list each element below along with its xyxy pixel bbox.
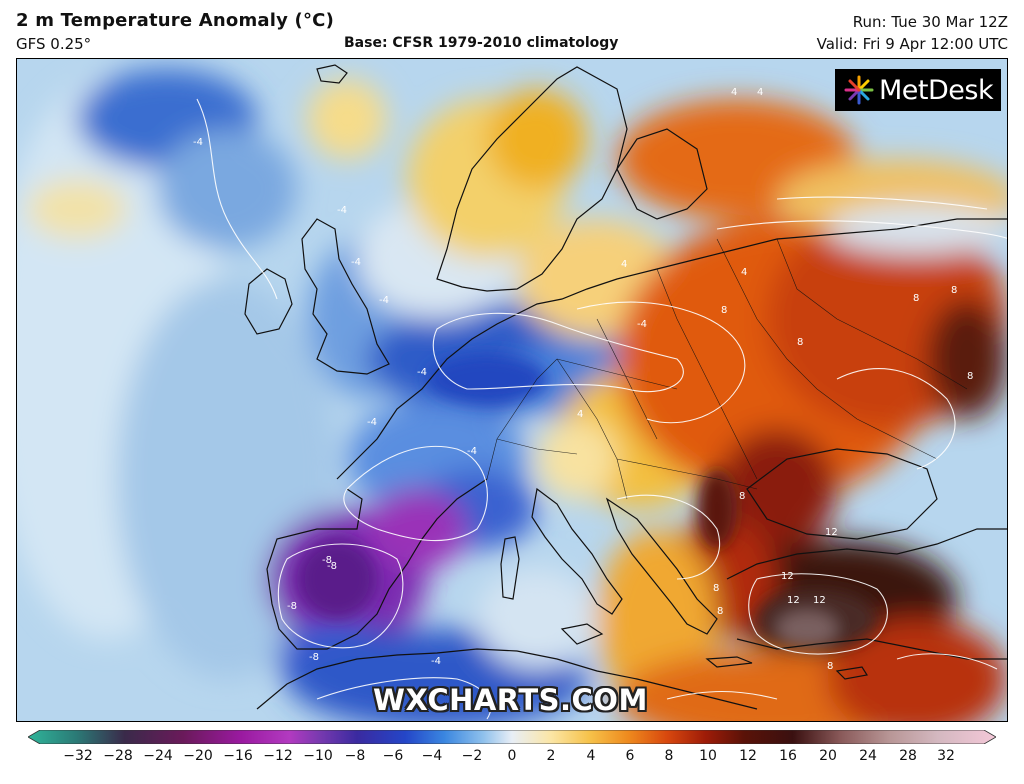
contour-label: -8 (309, 652, 319, 663)
colorbar-tick: −4 (421, 748, 443, 764)
contour-label: -8 (322, 555, 332, 566)
contour-label: -4 (193, 137, 203, 148)
contour-label: 8 (797, 337, 803, 348)
contour-label: 8 (717, 606, 723, 617)
contour-label: -4 (351, 257, 361, 268)
contour-label: -4 (637, 319, 647, 330)
metdesk-logo-text: MetDesk (879, 74, 994, 106)
contour-label: -8 (327, 561, 337, 572)
colorbar-tick: 8 (664, 748, 674, 764)
contour-lines (196, 98, 1007, 720)
colorbar-tick: 2 (546, 748, 556, 764)
colorbar-tick: −12 (263, 748, 293, 764)
contour-label: 12 (825, 527, 838, 538)
contour-label: 8 (913, 293, 919, 304)
valid-time-label: Valid: Fri 9 Apr 12:00 UTC (816, 35, 1008, 53)
contour-label: 4 (741, 267, 747, 278)
colorbar-tick: −32 (63, 748, 93, 764)
contour-label: 8 (967, 371, 973, 382)
contour-label: -4 (379, 295, 389, 306)
colorbar-tick: −28 (103, 748, 133, 764)
colorbar-tick: 4 (586, 748, 596, 764)
contour-label: 4 (731, 87, 737, 98)
colorbar-tick: −8 (344, 748, 366, 764)
colorbar-tick: 20 (819, 748, 837, 764)
chart-title: 2 m Temperature Anomaly (°C) (16, 10, 334, 31)
contour-label: -4 (337, 205, 347, 216)
metdesk-logo-icon (844, 75, 874, 105)
contour-label: -4 (417, 367, 427, 378)
contour-label: -4 (367, 417, 377, 428)
anomaly-field: -4 -4 -4 -4 -4 -4 -4 -8 -8 -8 -8 -4 -4 4… (17, 59, 1007, 721)
colorbar-tick: 16 (779, 748, 797, 764)
contour-label: 8 (827, 661, 833, 672)
chart-header: 2 m Temperature Anomaly (°C) GFS 0.25° B… (0, 0, 1024, 58)
colorbar-tick: −6 (382, 748, 404, 764)
contour-label: 4 (621, 259, 627, 270)
wxcharts-watermark: WXCHARTS.COM (373, 683, 648, 717)
contour-label: -4 (431, 656, 441, 667)
contour-label: 12 (787, 595, 800, 606)
contour-label: -8 (287, 601, 297, 612)
colorbar-tick: 12 (739, 748, 757, 764)
colorbar-tick: −16 (223, 748, 253, 764)
colorbar-tick: 32 (937, 748, 955, 764)
contour-label: 8 (721, 305, 727, 316)
colorbar-ticks: −32 −28 −24 −20 −16 −12 −10 −8 −6 −4 −2 … (0, 748, 1024, 772)
colorbar-tick: 10 (699, 748, 717, 764)
anomaly-map[interactable]: -4 -4 -4 -4 -4 -4 -4 -8 -8 -8 -8 -4 -4 4… (16, 58, 1008, 722)
colorbar-tick: −2 (461, 748, 483, 764)
climatology-base-label: Base: CFSR 1979-2010 climatology (344, 35, 619, 51)
contour-label: 8 (951, 285, 957, 296)
colorbar-tick: −20 (183, 748, 213, 764)
contour-label: 4 (577, 409, 583, 420)
contour-label-group: -4 -4 -4 -4 -4 -4 -4 -8 -8 -8 -8 -4 -4 4… (193, 87, 973, 672)
colorbar (28, 730, 996, 744)
colorbar-tick: 6 (625, 748, 635, 764)
contour-label: 8 (713, 583, 719, 594)
colorbar-tick: 0 (507, 748, 517, 764)
run-time-label: Run: Tue 30 Mar 12Z (852, 13, 1008, 31)
contour-label: 12 (813, 595, 826, 606)
colorbar-tick: −24 (143, 748, 173, 764)
contour-label: 4 (757, 87, 763, 98)
colorbar-tick: −10 (303, 748, 333, 764)
contour-label: -4 (467, 446, 477, 457)
contour-label: 8 (739, 491, 745, 502)
coastlines (244, 64, 1007, 710)
colorbar-tick: 24 (859, 748, 877, 764)
colorbar-tick: 28 (899, 748, 917, 764)
model-label: GFS 0.25° (16, 35, 92, 53)
metdesk-logo: MetDesk (835, 69, 1001, 111)
contour-label: 12 (781, 571, 794, 582)
